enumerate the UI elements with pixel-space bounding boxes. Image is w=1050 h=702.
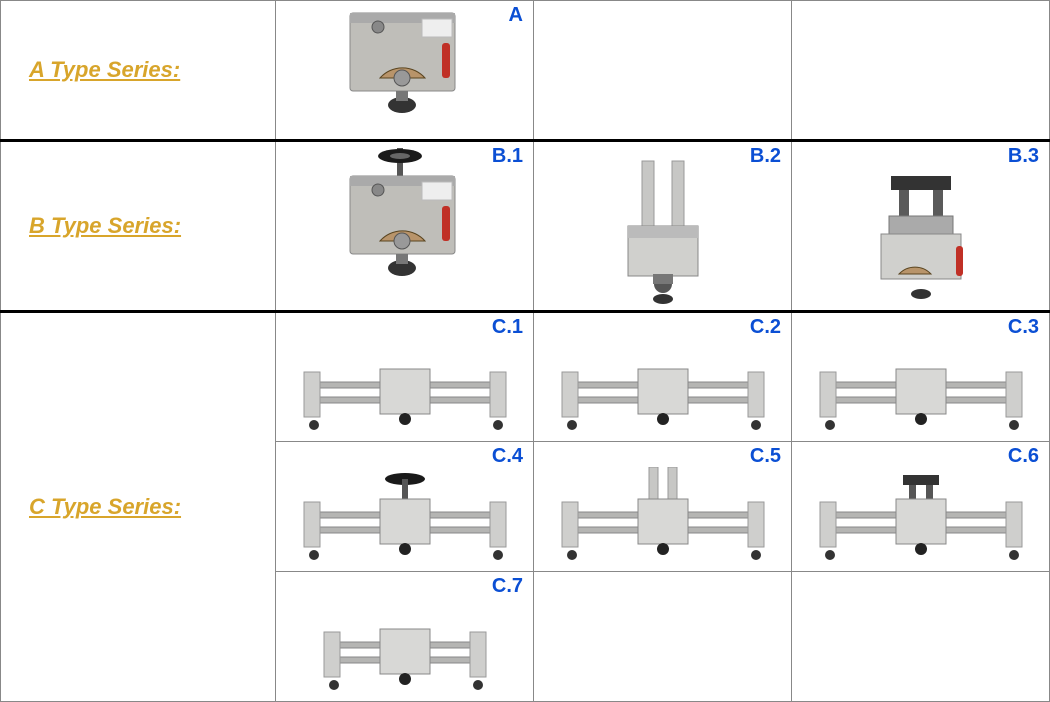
product-B3	[796, 146, 1045, 306]
header-A: A Type Series:	[1, 1, 276, 141]
label-C1: C.1	[492, 316, 523, 339]
cell-C2: C.2	[534, 312, 792, 442]
cell-C1: C.1	[276, 312, 534, 442]
cell-empty	[792, 572, 1050, 702]
product-series-table: A Type Series: A B Type Series: B.1	[0, 0, 1050, 702]
label-C6: C.6	[1008, 445, 1039, 468]
cell-C7: C.7	[276, 572, 534, 702]
header-C: C Type Series:	[1, 312, 276, 702]
label-B3: B.3	[1008, 145, 1039, 168]
label-C4: C.4	[492, 445, 523, 468]
label-B1: B.1	[492, 145, 523, 168]
label-C7: C.7	[492, 575, 523, 598]
cell-C3: C.3	[792, 312, 1050, 442]
cell-empty	[792, 1, 1050, 141]
cell-C5: C.5	[534, 442, 792, 572]
cell-C6: C.6	[792, 442, 1050, 572]
cell-B2: B.2	[534, 141, 792, 312]
label-C2: C.2	[750, 316, 781, 339]
label-A: A	[509, 4, 523, 27]
cell-C4: C.4	[276, 442, 534, 572]
cell-A: A	[276, 1, 534, 141]
header-B: B Type Series:	[1, 141, 276, 312]
cell-empty	[534, 572, 792, 702]
product-A	[280, 5, 529, 135]
label-C3: C.3	[1008, 316, 1039, 339]
product-B2	[538, 146, 787, 306]
cell-empty	[534, 1, 792, 141]
cell-B1: B.1	[276, 141, 534, 312]
label-B2: B.2	[750, 145, 781, 168]
cell-B3: B.3	[792, 141, 1050, 312]
label-C5: C.5	[750, 445, 781, 468]
product-B1	[280, 146, 529, 306]
